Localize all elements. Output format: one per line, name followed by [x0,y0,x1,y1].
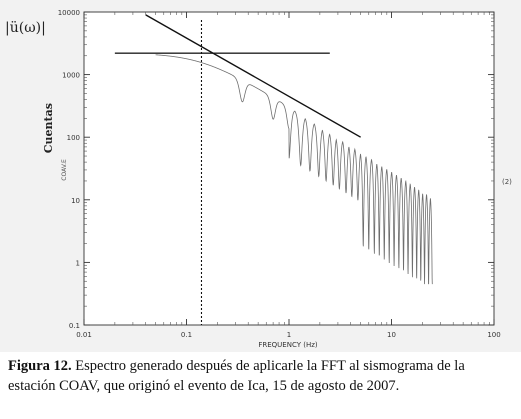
x-tick-label: 0.01 [76,331,92,339]
spectrum-curve [155,54,433,285]
y-tick-label: 0.1 [69,322,80,330]
spectrum-plot: 0.01 0.1 1 10 1001000010001001010.1FREQUENCY… [42,9,512,349]
y-tick-label: 100 [67,134,80,142]
y-tick-label: 10000 [58,9,80,17]
left-axis-label: |ü(ω)| [5,20,46,36]
y-tick-label: 10 [71,197,80,205]
x-tick-label: 100 [487,331,500,339]
caption-label: Figura 12. [8,358,72,374]
y-axis-secondary-label: COAV.E [61,159,68,181]
right-channel-label: (2) [502,178,512,186]
x-axis-label: FREQUENCY (Hz) [258,341,318,349]
caption-text: Espectro generado después de aplicarle l… [8,358,465,394]
y-tick-label: 1 [76,259,80,267]
x-tick-label: 0.1 [181,331,192,339]
figure-caption: Figura 12. Espectro generado después de … [8,357,513,396]
spectrum-figure: 0.01 0.1 1 10 100 10000 1000 100 10 1 0.1 FREQUENCY… [0,0,521,352]
x-tick-label: 1 [287,331,291,339]
plot-frame [83,11,495,326]
y-axis-label: Cuentas [42,103,55,153]
decay-slope-line [145,14,361,138]
y-tick-label: 1000 [62,72,80,80]
x-tick-label: 10 [387,331,396,339]
